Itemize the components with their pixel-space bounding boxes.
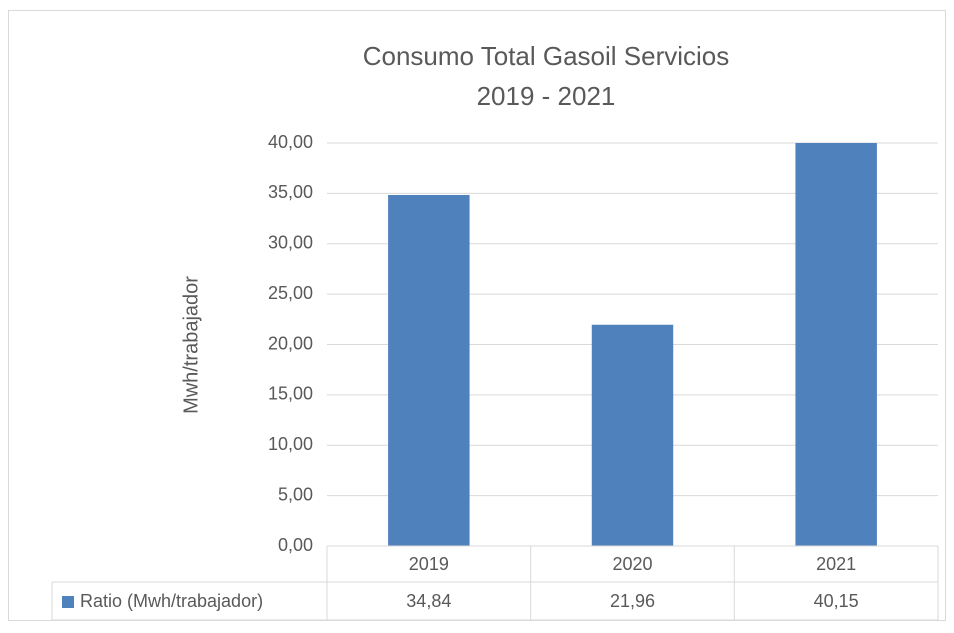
x-tick-label: 2020	[612, 554, 652, 574]
chart-subtitle: 2019 - 2021	[477, 81, 616, 111]
x-tick-label: 2019	[409, 554, 449, 574]
chart-title: Consumo Total Gasoil Servicios	[363, 41, 730, 71]
bar	[795, 143, 877, 546]
y-tick-label: 30,00	[268, 233, 313, 253]
y-tick-label: 10,00	[268, 434, 313, 454]
table-value: 21,96	[610, 591, 655, 611]
y-tick-label: 20,00	[268, 333, 313, 353]
y-axis-label: Mwh/trabajador	[180, 276, 202, 414]
y-tick-label: 0,00	[278, 535, 313, 555]
bar	[591, 324, 674, 546]
legend-label: Ratio (Mwh/trabajador)	[80, 591, 263, 611]
y-tick-label: 5,00	[278, 484, 313, 504]
y-tick-label: 15,00	[268, 384, 313, 404]
y-tick-label: 40,00	[268, 132, 313, 152]
table-value: 40,15	[814, 591, 859, 611]
y-tick-label: 35,00	[268, 182, 313, 202]
y-tick-label: 25,00	[268, 283, 313, 303]
bar	[388, 194, 470, 546]
x-tick-label: 2021	[816, 554, 856, 574]
legend-key	[62, 596, 74, 608]
table-value: 34,84	[406, 591, 451, 611]
chart-border	[8, 10, 946, 621]
plot-area	[388, 143, 877, 546]
